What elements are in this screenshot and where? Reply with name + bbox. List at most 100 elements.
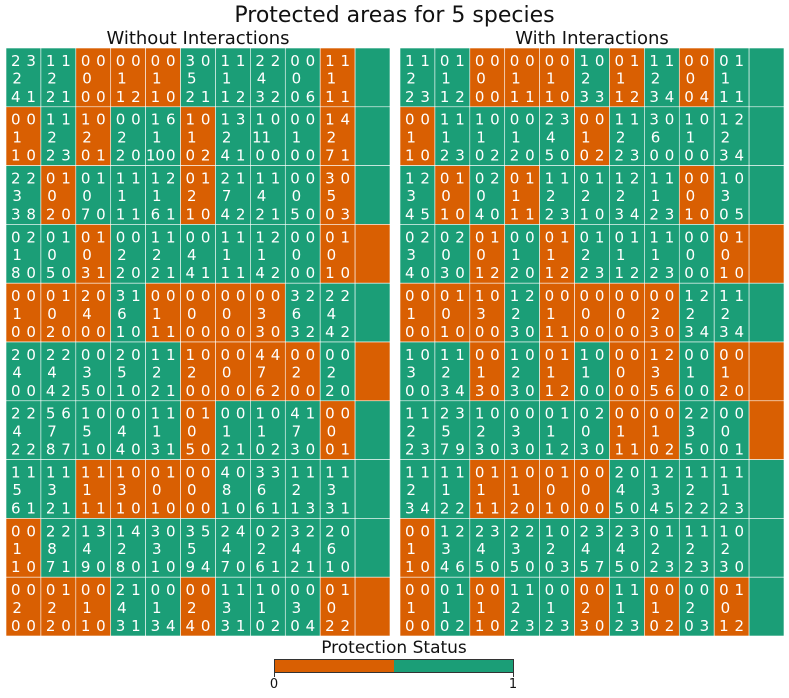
cell-value-label: 2 — [406, 481, 416, 499]
cell-value-label: 3 — [220, 617, 230, 635]
cell-value-label: 2 — [665, 346, 675, 364]
cell-value-label: 3 — [271, 464, 281, 482]
heatmap-cell — [40, 341, 77, 402]
chart-title: Protected areas for 5 species — [234, 3, 555, 28]
cell-value-label: 0 — [490, 52, 500, 70]
cell-value-label: 2 — [82, 128, 92, 146]
cell-value-label: 0 — [580, 323, 590, 341]
cell-value-label: 0 — [649, 405, 659, 423]
cell-value-label: 0 — [700, 170, 710, 188]
heatmap-cell — [319, 165, 356, 225]
cell-value-label: 1 — [441, 481, 451, 499]
cell-value-label: 3 — [684, 323, 694, 341]
cell-value-label: 2 — [719, 499, 729, 517]
cell-value-label: 0 — [665, 405, 675, 423]
heatmap-cell — [284, 47, 321, 108]
cell-value-label: 1 — [96, 228, 106, 246]
cell-value-label: 0 — [735, 346, 745, 364]
heatmap-cell — [713, 518, 750, 578]
cell-value-label: 3 — [306, 499, 316, 517]
cell-value-label: 0 — [441, 305, 451, 323]
cell-value-label: 0 — [255, 441, 265, 459]
cell-value-label: 2 — [116, 581, 126, 599]
cell-value-label: 2 — [735, 111, 745, 129]
cell-value-label: 0 — [595, 52, 605, 70]
cell-value-label: 2 — [117, 246, 127, 264]
cell-value-label: 2 — [26, 441, 36, 459]
cell-value-label: 1 — [116, 464, 126, 482]
cell-value-label: 6 — [117, 305, 127, 323]
cell-value-label: 1 — [255, 111, 265, 129]
cell-value-label: 0 — [96, 617, 106, 635]
cell-value-label: 2 — [420, 228, 430, 246]
cell-value-label: 0 — [684, 382, 694, 400]
heatmap-cell — [504, 47, 540, 108]
heatmap-cell — [5, 47, 42, 108]
cell-value-label: 0 — [201, 382, 211, 400]
cell-value-label: 3 — [700, 558, 710, 576]
cell-value-label: 3 — [511, 422, 521, 440]
cell-value-label: 2 — [684, 558, 694, 576]
cell-value-label: 0 — [96, 382, 106, 400]
cell-value-label: 0 — [290, 111, 300, 129]
cell-value-label: 3 — [649, 111, 659, 129]
cell-value-label: 2 — [187, 364, 197, 382]
cell-value-label: 0 — [545, 405, 555, 423]
cell-value-label: 6 — [306, 88, 316, 106]
cell-value-label: 0 — [580, 170, 590, 188]
cell-value-label: 3 — [255, 464, 265, 482]
cell-value-label: 1 — [405, 405, 415, 423]
cell-value-label: 1 — [26, 499, 36, 517]
cell-value-label: 3 — [26, 52, 36, 70]
cell-value-label: 0 — [131, 323, 141, 341]
cell-value-label: 3 — [700, 617, 710, 635]
cell-value-label: 3 — [721, 187, 731, 205]
cell-value-label: 2 — [560, 441, 570, 459]
cell-value-label: 0 — [26, 581, 36, 599]
cell-value-label: 0 — [201, 111, 211, 129]
cell-value-label: 0 — [187, 305, 197, 323]
cell-value-label: 2 — [510, 522, 520, 540]
cell-value-label: 0 — [47, 187, 57, 205]
cell-value-label: 1 — [721, 364, 731, 382]
cell-value-label: 1 — [325, 111, 335, 129]
cell-value-label: 0 — [290, 382, 300, 400]
cell-value-label: 0 — [61, 617, 71, 635]
cell-value-label: 0 — [665, 111, 675, 129]
cell-value-label: 1 — [236, 581, 246, 599]
cell-value-label: 3 — [81, 264, 91, 282]
cell-value-label: 0 — [325, 346, 335, 364]
cell-value-label: 2 — [271, 264, 281, 282]
cell-value-label: 2 — [47, 128, 57, 146]
cell-value-label: 1 — [151, 170, 161, 188]
cell-value-label: 4 — [475, 205, 485, 223]
cell-value-label: 2 — [525, 287, 535, 305]
heatmap-cell — [678, 576, 715, 637]
cell-value-label: 0 — [290, 228, 300, 246]
cell-value-label: 0 — [700, 147, 710, 165]
heatmap-cell — [748, 106, 785, 166]
cell-value-label: 6 — [292, 305, 302, 323]
cell-value-label: 1 — [166, 228, 176, 246]
cell-value-label: 1 — [11, 147, 21, 165]
heatmap-cell — [40, 400, 77, 460]
cell-value-label: 3 — [580, 617, 590, 635]
cell-value-label: 0 — [306, 581, 316, 599]
cell-value-label: 2 — [26, 228, 36, 246]
cell-value-label: 2 — [341, 287, 351, 305]
heatmap-cell — [713, 341, 750, 402]
colorbar-label-min: 0 — [269, 677, 279, 692]
heatmap-cell — [434, 459, 471, 519]
heatmap-cell — [284, 341, 321, 402]
cell-value-label: 1 — [546, 599, 556, 617]
cell-value-label: 2 — [61, 382, 71, 400]
cell-value-label: 0 — [614, 228, 624, 246]
cell-value-label: 4 — [271, 346, 281, 364]
cell-value-label: 1 — [341, 499, 351, 517]
cell-value-label: 1 — [151, 558, 161, 576]
cell-value-label: 4 — [222, 540, 232, 558]
cell-value-label: 2 — [511, 364, 521, 382]
cell-value-label: 0 — [290, 170, 300, 188]
cell-value-label: 0 — [476, 246, 486, 264]
cell-value-label: 2 — [11, 441, 21, 459]
